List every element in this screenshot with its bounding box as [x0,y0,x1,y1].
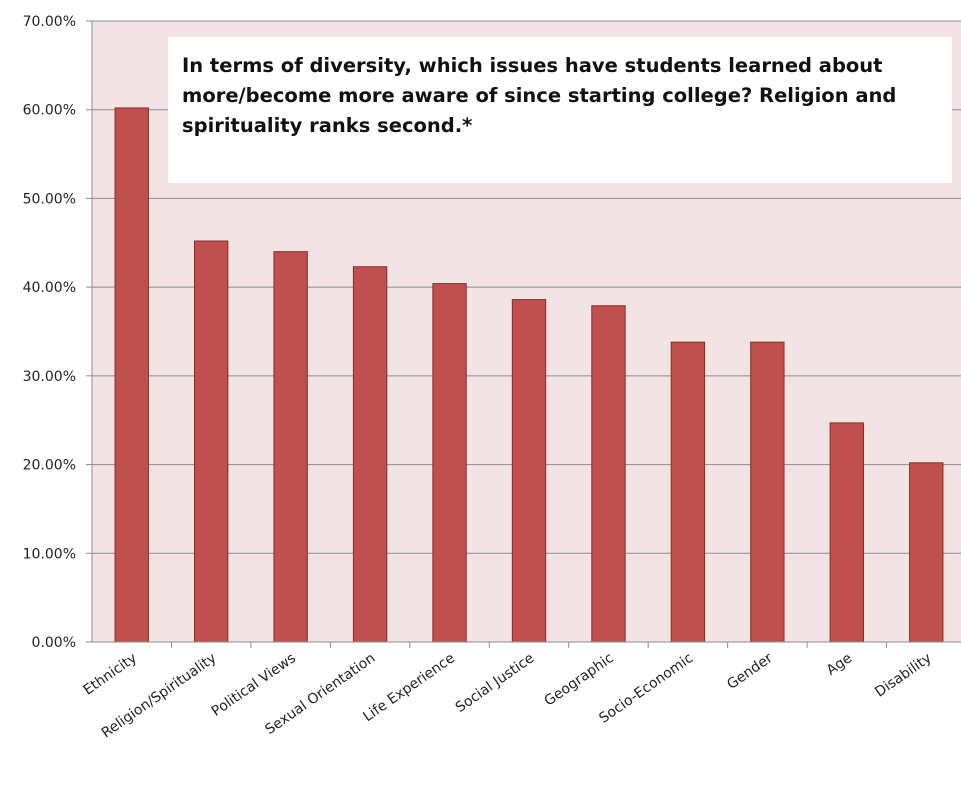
y-axis-tick-labels: 0.00% 10.00% 20.00% 30.00% 40.00% 50.00% 60.00… [23,14,76,651]
x-tick-label: Ethnicity [81,650,140,698]
y-tick-label: 60.00% [23,103,76,119]
x-tick-label: Disability [872,650,934,700]
y-tick-label: 0.00% [32,635,76,651]
bars [114,107,944,643]
bar-political-views [273,251,308,643]
x-tick-label: Gender [724,650,776,693]
y-tick-label: 30.00% [23,369,76,385]
y-tick-label: 50.00% [23,191,76,207]
bar-disability [909,462,944,643]
x-tick-label: Age [824,650,855,679]
bar-gender [750,341,785,643]
y-tick-label: 20.00% [23,458,76,474]
bar-ethnicity [114,107,149,643]
axes [91,21,961,648]
bar-social-justice [511,299,547,643]
x-axis-tick-labels: EthnicityReligion/SpiritualityPolitical … [81,650,935,741]
y-tick-label: 10.00% [23,546,76,562]
bar-age [829,422,865,643]
x-tick-label: Social Justice [453,650,538,716]
bar-geographic [591,305,626,643]
y-tick-label: 40.00% [23,280,76,296]
title-box: In terms of diversity, which issues have… [168,37,952,183]
bar-sexual-orientation [352,266,388,643]
y-tick-label: 70.00% [23,14,76,30]
bar-socio-economic [670,341,706,643]
x-tick-label: Geographic [542,650,617,709]
chart-title: In terms of diversity, which issues have… [182,54,897,137]
bar-religion-spirituality [193,240,229,643]
bar-life-experience [432,283,467,643]
